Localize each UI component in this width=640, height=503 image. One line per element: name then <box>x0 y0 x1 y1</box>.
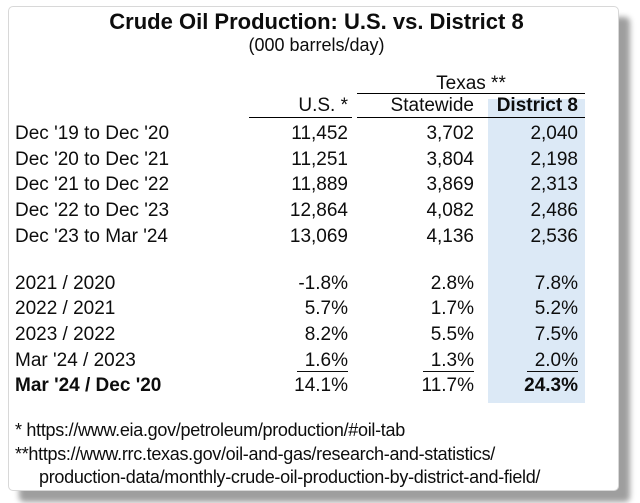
page-title: Crude Oil Production: U.S. vs. District … <box>109 9 524 34</box>
district8-highlight-column <box>488 99 585 403</box>
district8-pct: 2.0% <box>488 348 585 374</box>
footnote-source-rrc-continued: production-data/monthly-crude-oil-produc… <box>39 467 541 488</box>
footnote-source-rrc: **https://www.rrc.texas.gov/oil-and-gas/… <box>15 443 495 464</box>
us-pct: -1.8% <box>298 272 348 294</box>
district8-pct: 7.5% <box>534 323 578 345</box>
us-value: 11,889 <box>291 174 348 196</box>
pct-label: Mar '24 / Dec '20 <box>15 375 162 397</box>
footnote-source-eia: * https://www.eia.gov/petroleum/producti… <box>15 420 405 441</box>
column-header-statewide: Statewide <box>357 94 488 118</box>
table-row-underlined: Mar '24 / 2023 1.6% 1.3% 2.0% <box>15 348 618 374</box>
us-pct: 1.6% <box>249 348 352 374</box>
pct-label: 2023 / 2022 <box>15 323 116 345</box>
table-row: Dec '22 to Dec '23 12,864 4,082 2,486 <box>15 198 618 224</box>
period-label: Dec '23 to Mar '24 <box>15 225 168 247</box>
us-pct: 8.2% <box>304 323 348 345</box>
statewide-pct: 1.3% <box>357 348 488 374</box>
district8-value: 2,040 <box>530 123 578 144</box>
statewide-pct: 1.7% <box>430 298 474 320</box>
period-label: Dec '20 to Dec '21 <box>15 148 170 170</box>
header-spacer <box>15 94 249 118</box>
statewide-pct: 11.7% <box>421 375 474 397</box>
us-value: 11,452 <box>291 123 348 144</box>
statewide-value: 4,136 <box>426 225 474 247</box>
column-header-district8: District 8 <box>488 94 585 118</box>
district8-pct: 24.3% <box>524 375 578 397</box>
table-card: Crude Oil Production: U.S. vs. District … <box>8 6 619 491</box>
us-pct: 14.1% <box>294 375 348 397</box>
table-row: Dec '20 to Dec '21 11,251 3,804 2,198 <box>15 147 618 173</box>
page-subtitle: (000 barrels/day) <box>248 35 385 55</box>
table-row: Dec '19 to Dec '20 11,452 3,702 2,040 <box>15 121 618 147</box>
group-header-row: Texas ** <box>15 74 618 94</box>
district8-value: 2,198 <box>530 148 578 170</box>
table-row: Dec '21 to Dec '22 11,889 3,869 2,313 <box>15 172 618 198</box>
district8-pct: 7.8% <box>534 272 578 294</box>
pct-label: 2022 / 2021 <box>15 298 116 320</box>
column-header-row: U.S. * Statewide District 8 <box>15 94 618 118</box>
statewide-value: 3,702 <box>426 123 474 144</box>
period-label: Dec '22 to Dec '23 <box>15 200 170 222</box>
district8-value: 2,536 <box>530 225 578 247</box>
statewide-value: 3,869 <box>426 174 474 196</box>
pct-label: 2021 / 2020 <box>15 272 116 294</box>
group-header-texas: Texas ** <box>357 74 585 94</box>
production-rows-group: Dec '19 to Dec '20 11,452 3,702 2,040 De… <box>15 121 618 250</box>
us-pct: 5.7% <box>304 298 348 320</box>
statewide-value: 4,082 <box>426 200 474 222</box>
statewide-value: 3,804 <box>426 148 474 170</box>
table-row: 2021 / 2020 -1.8% 2.8% 7.8% <box>15 271 618 297</box>
statewide-pct: 2.8% <box>430 272 474 294</box>
pct-change-rows-group: 2021 / 2020 -1.8% 2.8% 7.8% 2022 / 2021 … <box>15 271 618 400</box>
statewide-pct: 5.5% <box>430 323 474 345</box>
table-row-total: Mar '24 / Dec '20 14.1% 11.7% 24.3% <box>15 373 618 399</box>
us-value: 11,251 <box>291 148 348 170</box>
table-content: Crude Oil Production: U.S. vs. District … <box>9 9 618 490</box>
footnotes: * https://www.eia.gov/petroleum/producti… <box>15 419 618 490</box>
district8-value: 2,313 <box>530 174 578 196</box>
us-value: 12,864 <box>289 200 348 222</box>
table-row: 2023 / 2022 8.2% 5.5% 7.5% <box>15 322 618 348</box>
district8-pct: 5.2% <box>534 298 578 320</box>
period-label: Dec '21 to Dec '22 <box>15 174 170 196</box>
column-header-us: U.S. * <box>249 94 352 118</box>
table-row: Dec '23 to Mar '24 13,069 4,136 2,536 <box>15 224 618 250</box>
district8-value: 2,486 <box>530 200 578 222</box>
table-row: 2022 / 2021 5.7% 1.7% 5.2% <box>15 296 618 322</box>
us-value: 13,069 <box>289 225 348 247</box>
period-label: Dec '19 to Dec '20 <box>15 123 170 144</box>
pct-label: Mar '24 / 2023 <box>15 349 136 371</box>
